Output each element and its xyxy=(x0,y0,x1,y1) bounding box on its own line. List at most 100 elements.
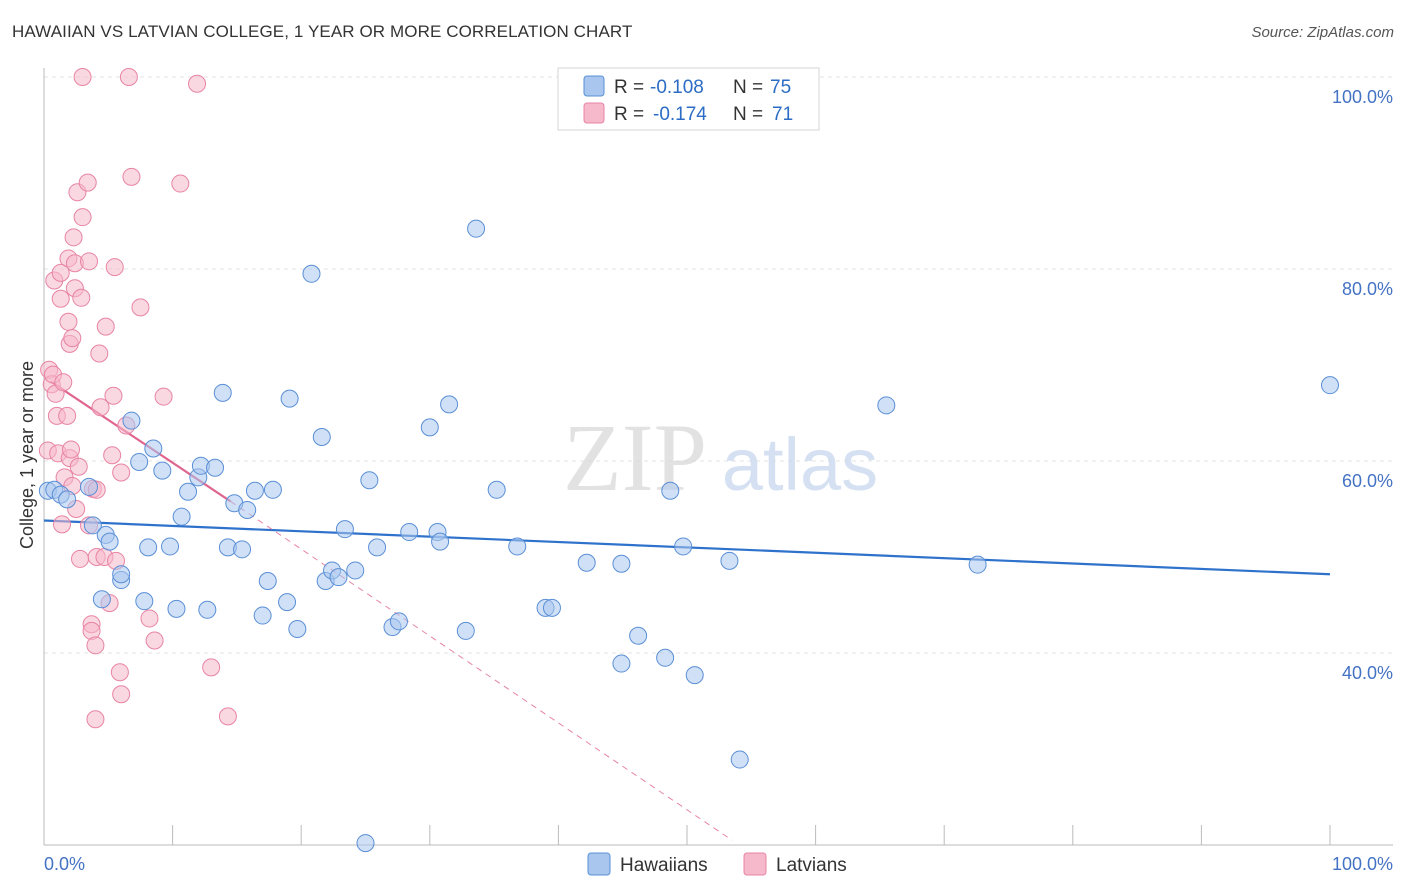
hawaiians-point-28 xyxy=(233,540,252,559)
hawaiians-point-17 xyxy=(161,537,180,556)
hawaiians-point-59 xyxy=(542,598,561,617)
legend-n-value-latvians: 71 xyxy=(772,104,793,125)
latvians-point-59 xyxy=(154,387,173,406)
y-tick-label-80: 80.0% xyxy=(1342,279,1393,299)
legend-n-value-hawaiians: 75 xyxy=(770,77,791,98)
hawaiians-point-30 xyxy=(245,481,264,500)
latvians-point-57 xyxy=(140,609,159,628)
hawaiians-point-15 xyxy=(144,439,163,458)
latvians-point-51 xyxy=(112,685,131,704)
bottom-legend-swatch-latvians xyxy=(743,852,767,876)
hawaiians-point-48 xyxy=(389,612,408,631)
legend-box: R = -0.108 N = 75 R = -0.174 N = 71 xyxy=(557,67,820,131)
hawaiians-point-13 xyxy=(135,592,154,611)
hawaiians-point-55 xyxy=(467,219,486,238)
hawaiians-point-69 xyxy=(730,750,749,769)
hawaiians-point-71 xyxy=(968,555,987,574)
bottom-legend-swatch-hawaiians xyxy=(587,852,611,876)
hawaiians-point-65 xyxy=(661,481,680,500)
hawaiians-point-72 xyxy=(1321,376,1339,395)
legend-n-label-latvians: N = xyxy=(733,104,763,125)
hawaiians-point-62 xyxy=(612,554,631,573)
latvians-point-54 xyxy=(119,68,138,86)
latvians-point-52 xyxy=(112,463,131,482)
bottom-legend: Hawaiians Latvians xyxy=(587,852,847,876)
hawaiians-point-4 xyxy=(80,477,99,496)
hawaiians-point-68 xyxy=(720,551,739,570)
source-label: Source: ZipAtlas.com xyxy=(1251,24,1394,41)
latvians-point-31 xyxy=(78,173,97,192)
hawaiians-point-35 xyxy=(280,389,299,408)
hawaiians-point-29 xyxy=(238,500,257,519)
gridlines xyxy=(44,76,1393,654)
y-axis-tick-labels: 40.0% 60.0% 80.0% 100.0% xyxy=(1332,87,1393,683)
latvians-point-30 xyxy=(73,68,92,86)
latvians-point-50 xyxy=(110,663,129,682)
bottom-legend-label-latvians: Latvians xyxy=(776,855,847,876)
hawaiians-point-31 xyxy=(253,606,272,625)
hawaiians-point-44 xyxy=(356,834,375,853)
hawaiians-point-20 xyxy=(179,482,198,501)
latvians-point-26 xyxy=(69,457,88,476)
x-tick-label-100: 100.0% xyxy=(1332,854,1393,874)
chart-title: HAWAIIAN VS LATVIAN COLLEGE, 1 YEAR OR M… xyxy=(12,22,633,41)
hawaiians-point-10 xyxy=(112,565,131,584)
hawaiians-point-54 xyxy=(456,621,475,640)
latvians-point-29 xyxy=(73,208,92,227)
y-axis-label: College, 1 year or more xyxy=(17,361,37,549)
hawaiians-point-60 xyxy=(577,553,596,572)
legend-n-label-hawaiians: N = xyxy=(733,77,763,98)
hawaiians-point-42 xyxy=(335,520,354,539)
hawaiians-point-70 xyxy=(877,396,896,415)
hawaiians-point-49 xyxy=(400,523,419,542)
latvians-point-11 xyxy=(54,373,73,392)
legend-r-value-hawaiians: -0.108 xyxy=(650,77,704,98)
x-axis-ticks xyxy=(43,825,1331,845)
legend-r-label-latvians: R = xyxy=(614,104,644,125)
hawaiians-point-12 xyxy=(130,452,149,471)
latvians-point-48 xyxy=(105,258,124,277)
hawaiians-point-45 xyxy=(360,471,379,490)
latvians-point-9 xyxy=(51,289,70,308)
hawaiians-point-3 xyxy=(58,490,77,509)
latvians-point-42 xyxy=(91,398,110,417)
watermark-zip: ZIP xyxy=(563,404,707,511)
hawaiians-point-32 xyxy=(258,572,277,590)
latvians-point-44 xyxy=(96,317,115,336)
hawaiians-point-18 xyxy=(167,599,186,618)
hawaiians-point-25 xyxy=(213,383,232,402)
hawaiians-point-53 xyxy=(440,395,459,414)
hawaiians-point-24 xyxy=(206,458,225,477)
latvians-point-60 xyxy=(171,174,190,193)
hawaiians-point-63 xyxy=(629,626,648,645)
latvians-point-27 xyxy=(71,549,90,568)
hawaiians-points xyxy=(38,219,1339,853)
latvians-point-20 xyxy=(63,329,82,348)
latvians-point-38 xyxy=(86,710,105,729)
hawaiians-point-36 xyxy=(288,620,307,638)
latvians-point-63 xyxy=(218,707,237,726)
hawaiians-point-66 xyxy=(674,537,693,556)
hawaiians-point-41 xyxy=(329,568,348,587)
hawaiians-point-16 xyxy=(153,461,172,480)
hawaiians-point-46 xyxy=(368,538,387,557)
hawaiians-point-57 xyxy=(508,537,527,556)
latvians-point-46 xyxy=(103,446,122,465)
latvians-point-55 xyxy=(122,167,141,186)
hawaiians-point-38 xyxy=(312,428,331,446)
latvians-point-47 xyxy=(104,386,123,405)
hawaiians-point-8 xyxy=(100,532,119,551)
legend-swatch-latvians xyxy=(583,102,605,124)
hawaiians-point-43 xyxy=(346,561,365,580)
hawaiians-point-5 xyxy=(83,516,102,535)
hawaiians-point-56 xyxy=(487,480,506,499)
hawaiians-point-50 xyxy=(420,418,439,437)
hawaiians-point-34 xyxy=(278,593,297,612)
watermark-atlas: atlas xyxy=(722,423,878,506)
latvians-points xyxy=(38,68,237,729)
latvians-point-15 xyxy=(59,312,78,331)
latvians-point-13 xyxy=(58,406,77,425)
hawaiians-point-64 xyxy=(656,648,675,667)
latvians-point-61 xyxy=(188,74,207,93)
